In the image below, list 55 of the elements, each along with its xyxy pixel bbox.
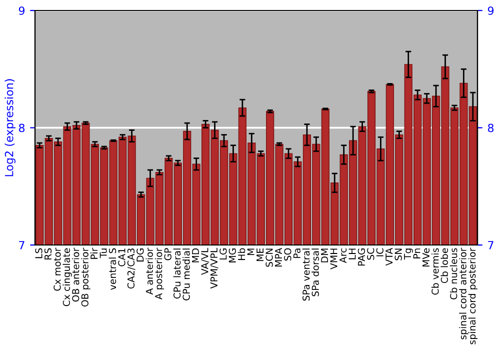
y2-tick-label: 7 <box>488 241 494 250</box>
x-tick-label: SPa ventral <box>302 248 310 301</box>
x-tick-label: LH <box>348 248 356 260</box>
x-tick-label: ME <box>256 248 264 261</box>
x-tick-label: Pa <box>293 248 300 258</box>
x-tick-label: MVe <box>422 248 430 267</box>
y-tick-label: 8 <box>18 124 25 132</box>
y-axis-title: Log2 (expression) <box>4 79 16 176</box>
x-tick-label: CPu medial <box>182 248 190 300</box>
x-tick-label: Pn <box>413 248 420 258</box>
y-tick-label: 9 <box>18 6 24 15</box>
x-tick-label: Arc <box>340 248 347 264</box>
x-tick-label: LS <box>35 248 42 258</box>
y2-tick-label: 8 <box>488 124 494 132</box>
x-tick-label: GP <box>164 248 172 260</box>
x-tick-label: spinal cord anterior <box>459 248 468 340</box>
x-tick-label: OB anterior <box>72 248 80 302</box>
x-tick-label: Cb nucleus <box>450 248 458 300</box>
x-tick-label: DM <box>321 248 328 262</box>
x-tick-label: CA1 <box>118 248 126 266</box>
x-tick-label: Hb <box>238 248 246 260</box>
x-tick-label: ventral S <box>108 248 116 290</box>
x-tick-label: SN <box>394 248 402 260</box>
x-tick-label: MPA <box>275 248 282 267</box>
y2-tick-label: 9 <box>488 6 494 15</box>
x-tick-label: A posterior <box>154 248 164 300</box>
x-tick-label: SCN <box>266 248 273 267</box>
x-tick-label: VMH <box>330 248 338 270</box>
x-tick-label: Cb vermis <box>431 248 439 295</box>
x-tick-label: SO <box>284 248 292 261</box>
x-tick-label: A anterior <box>146 248 153 295</box>
x-tick-label: Cb lobe <box>440 248 448 284</box>
x-tick-label: IC <box>376 248 384 256</box>
x-tick-label: spinal cord posterior <box>468 248 478 344</box>
x-tick-label: DG <box>136 248 144 262</box>
x-tick-label: VA/VL <box>201 248 210 275</box>
x-tick-label: CPu lateral <box>173 248 181 299</box>
y-tick-label: 7 <box>19 241 24 250</box>
x-tick-label: Tg <box>404 248 413 260</box>
x-tick-label: Cx cingulate <box>62 248 72 306</box>
x-tick-label: Tu <box>100 248 107 258</box>
x-tick-label: OB posterior <box>81 248 90 307</box>
x-tick-label: MG <box>228 248 236 262</box>
x-tick-label: M <box>247 248 254 255</box>
x-tick-label: SPa dorsal <box>312 248 319 296</box>
x-tick-label: Cx motor <box>54 248 61 291</box>
x-tick-label: VPM/VPL <box>210 248 218 289</box>
x-tick-label: RS <box>44 248 52 260</box>
x-tick-label: PAG <box>358 248 366 266</box>
x-tick-label: Pir <box>90 248 98 259</box>
x-tick-label: MD <box>192 248 199 262</box>
x-tick-label: SC <box>367 248 374 260</box>
x-tick-label: LG <box>220 248 227 260</box>
x-tick-label: CA2/CA3 <box>127 248 136 289</box>
x-tick-label: VTA <box>386 248 393 266</box>
